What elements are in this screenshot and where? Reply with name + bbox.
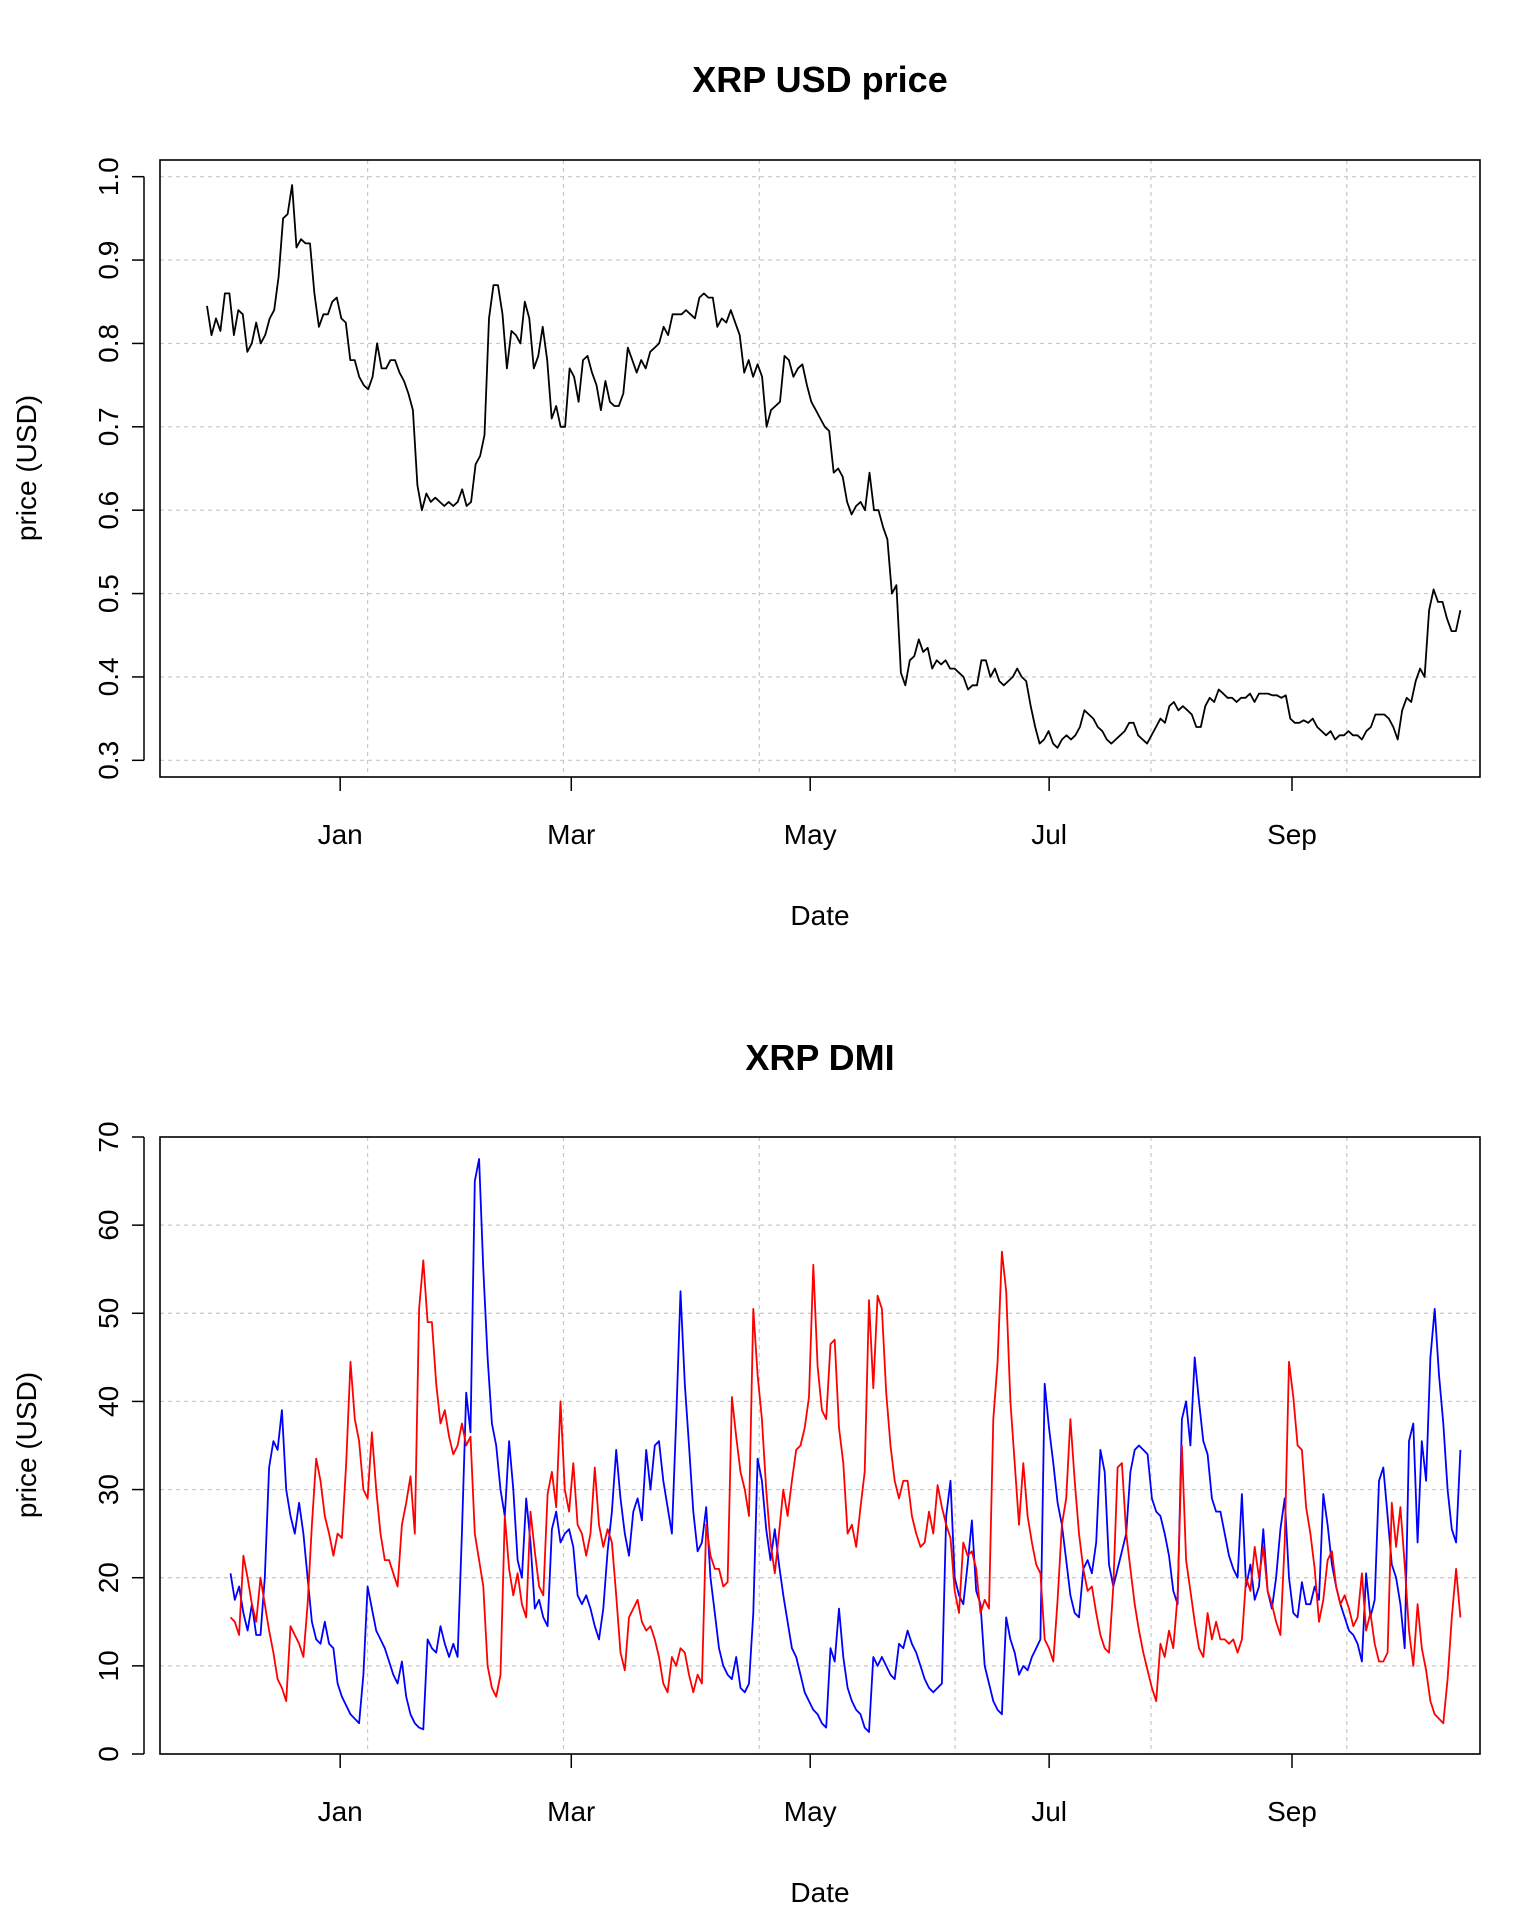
x-axis: Jan Mar May Jul Sep — [318, 777, 1317, 850]
x-tick-label: May — [784, 819, 837, 850]
series-layer — [229, 1158, 1462, 1733]
y-tick-label: 30 — [93, 1474, 124, 1505]
y-axis: 0.3 0.4 0.5 0.6 0.7 0.8 0.9 1.0 — [93, 157, 145, 780]
x-tick-label: Sep — [1267, 819, 1317, 850]
y-axis: 0 10 20 30 40 50 60 70 — [93, 1121, 145, 1762]
x-tick-label: May — [784, 1796, 837, 1827]
x-tick-label: Jan — [318, 1796, 363, 1827]
x-tick-label: Jul — [1031, 819, 1067, 850]
series-line — [229, 1250, 1462, 1725]
x-axis-label: Date — [790, 900, 849, 931]
y-tick-label: 0 — [93, 1746, 124, 1762]
grid — [160, 1136, 1480, 1755]
x-axis: Jan Mar May Jul Sep — [318, 1754, 1317, 1827]
y-tick-label: 0.8 — [93, 324, 124, 363]
series-layer — [206, 184, 1462, 749]
y-tick-label: 20 — [93, 1562, 124, 1593]
series-line — [206, 184, 1462, 749]
x-tick-label: Mar — [547, 819, 595, 850]
chart-title: XRP USD price — [692, 59, 947, 100]
x-tick-label: Jul — [1031, 1796, 1067, 1827]
plot-frame — [159, 1136, 1481, 1755]
series-line — [229, 1158, 1462, 1733]
y-tick-label: 0.7 — [93, 407, 124, 446]
y-tick-label: 40 — [93, 1386, 124, 1417]
y-tick-label: 0.3 — [93, 741, 124, 780]
x-tick-label: Jan — [318, 819, 363, 850]
y-tick-label: 0.4 — [93, 657, 124, 696]
y-tick-label: 60 — [93, 1210, 124, 1241]
x-tick-label: Mar — [547, 1796, 595, 1827]
y-tick-label: 1.0 — [93, 157, 124, 196]
y-tick-label: 70 — [93, 1121, 124, 1152]
y-tick-label: 10 — [93, 1650, 124, 1681]
grid — [160, 160, 1480, 777]
plot-frame — [159, 159, 1481, 778]
y-axis-label: price (USD) — [11, 395, 42, 541]
chart-title: XRP DMI — [745, 1037, 894, 1078]
y-tick-label: 0.9 — [93, 241, 124, 280]
y-tick-label: 0.6 — [93, 491, 124, 530]
x-axis-label: Date — [790, 1877, 849, 1908]
y-tick-label: 50 — [93, 1298, 124, 1329]
price-chart: XRP USD price 0.3 0.4 0.5 0.6 0.7 0.8 0.9 1.0 J… — [11, 59, 1481, 931]
y-axis-label: price (USD) — [11, 1372, 42, 1518]
x-tick-label: Sep — [1267, 1796, 1317, 1827]
y-tick-label: 0.5 — [93, 574, 124, 613]
